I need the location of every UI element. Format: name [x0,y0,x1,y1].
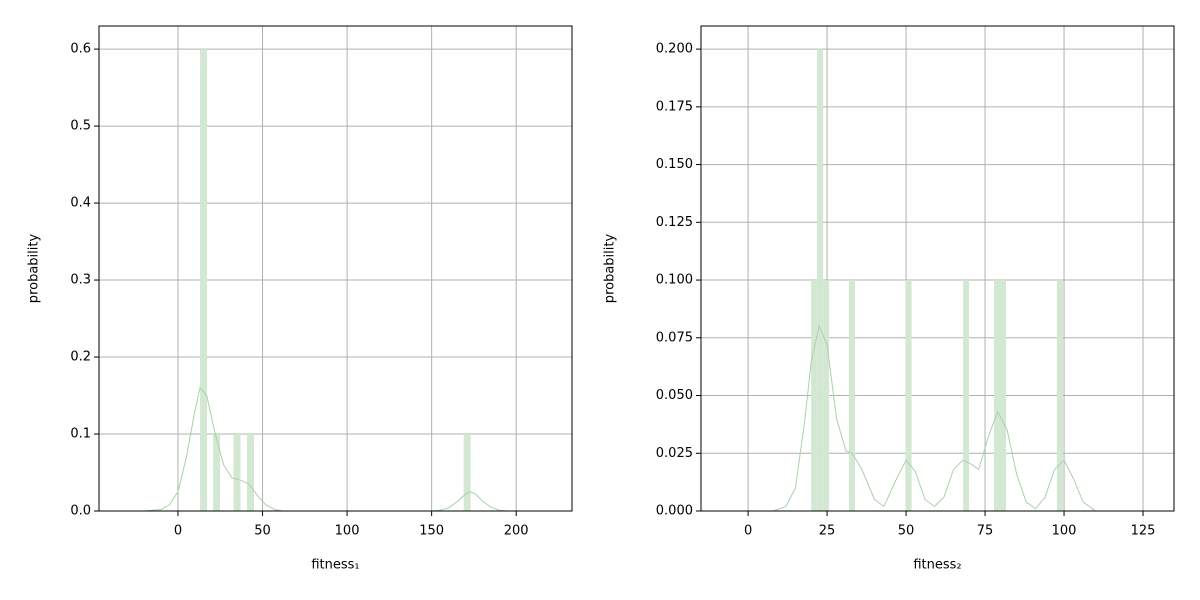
x-tick-label: 125 [1131,524,1156,539]
y-axis-label: probability [603,234,618,304]
axes-frame [98,25,573,512]
x-tick-label: 200 [504,524,529,539]
x-tick-label: 50 [898,524,915,539]
bar [811,280,818,511]
y-tick-label: 0.5 [70,119,91,134]
y-axis-label: probability [27,234,42,304]
y-tick-label: 0.000 [656,504,693,519]
y-tick-label: 0.025 [656,446,693,461]
y-tick-label: 0.050 [656,388,693,403]
x-tick-label: 100 [1052,524,1077,539]
bar [994,280,1001,511]
bar [213,434,220,511]
y-tick-label: 0.100 [656,273,693,288]
y-tick-label: 0.3 [70,273,91,288]
y-tick-label: 0.0 [70,504,91,519]
bar [849,280,856,511]
x-axis-label: fitness₂ [913,558,961,573]
y-tick-label: 0.200 [656,42,693,57]
bar [1000,280,1007,511]
x-tick-label: 150 [419,524,444,539]
x-tick-label: 100 [335,524,360,539]
bar [905,280,912,511]
bar [1056,280,1063,511]
y-tick-label: 0.6 [70,42,91,57]
y-tick-label: 0.125 [656,215,693,230]
y-tick-label: 0.075 [656,330,693,345]
bar [963,280,970,511]
x-axis-label: fitness₁ [311,558,359,573]
bar [823,280,830,511]
y-tick-label: 0.1 [70,427,91,442]
bar [817,49,824,511]
y-tick-label: 0.150 [656,157,693,172]
y-tick-label: 0.4 [70,196,91,211]
bar [233,434,241,511]
y-tick-label: 0.2 [70,350,91,365]
x-tick-label: 0 [744,524,752,539]
x-tick-label: 25 [819,524,836,539]
bar [463,434,471,511]
kde-line [773,324,1096,512]
x-tick-label: 50 [254,524,271,539]
bar [247,434,254,511]
x-tick-label: 0 [174,524,182,539]
kde-line [144,386,517,512]
x-tick-label: 75 [977,524,994,539]
axes-frame [700,25,1175,512]
bar [200,49,207,511]
y-tick-label: 0.175 [656,99,693,114]
